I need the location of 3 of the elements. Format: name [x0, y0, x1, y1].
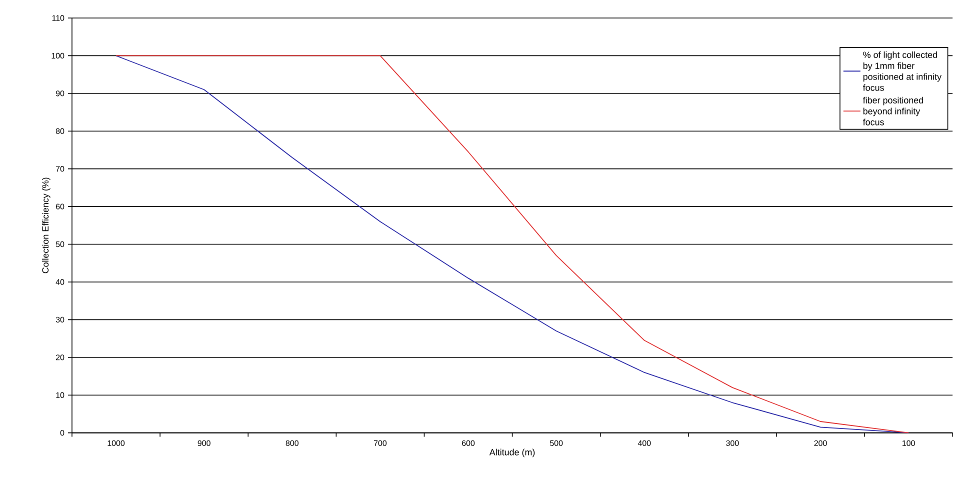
- x-axis-title: Altitude (m): [489, 448, 535, 458]
- legend-label: fiber positioned beyond infinity focus: [862, 96, 924, 126]
- y-axis-title: Collection Efficiency (%): [42, 178, 50, 274]
